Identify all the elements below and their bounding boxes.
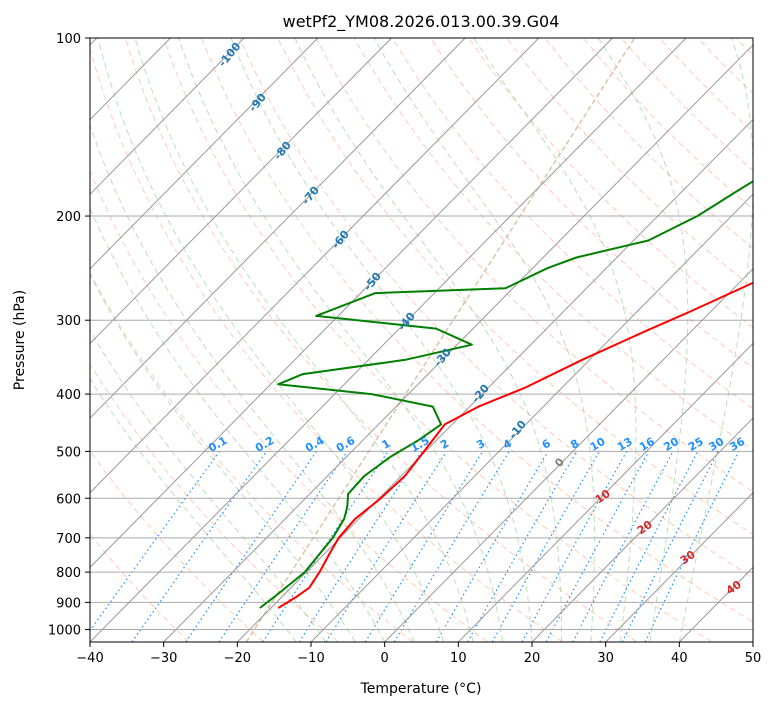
y-tick-label: 300: [56, 314, 81, 329]
y-tick-label: 700: [56, 532, 81, 547]
y-tick-label: 200: [56, 210, 81, 225]
x-tick-label: −20: [224, 651, 251, 666]
x-axis-label: Temperature (°C): [360, 681, 482, 697]
y-tick-label: 900: [56, 596, 81, 611]
x-tick-label: 30: [597, 651, 614, 666]
x-axis-ticks: −40 −30 −20 −10 0 10 20 30 40 50: [76, 642, 761, 666]
x-tick-label: 50: [745, 651, 762, 666]
chart-title: wetPf2_YM08.2026.013.00.39.G04: [283, 12, 560, 32]
x-tick-label: 40: [671, 651, 688, 666]
plot-background: [90, 38, 753, 642]
y-tick-label: 1000: [48, 623, 81, 638]
x-tick-label: 10: [450, 651, 467, 666]
y-axis-ticks: 1000 900 800 700 600 500 400 300 200 100: [48, 32, 90, 638]
isotherm-line: [753, 38, 775, 642]
y-tick-label: 100: [56, 32, 81, 47]
y-tick-label: 400: [56, 388, 81, 403]
y-tick-label: 600: [56, 492, 81, 507]
y-tick-label: 500: [56, 445, 81, 460]
y-tick-label: 800: [56, 566, 81, 581]
x-tick-label: −10: [297, 651, 324, 666]
y-axis-label: Pressure (hPa): [12, 290, 28, 390]
x-tick-label: 20: [524, 651, 541, 666]
x-tick-label: −40: [76, 651, 103, 666]
x-tick-label: −30: [150, 651, 177, 666]
x-tick-label: 0: [381, 651, 389, 666]
